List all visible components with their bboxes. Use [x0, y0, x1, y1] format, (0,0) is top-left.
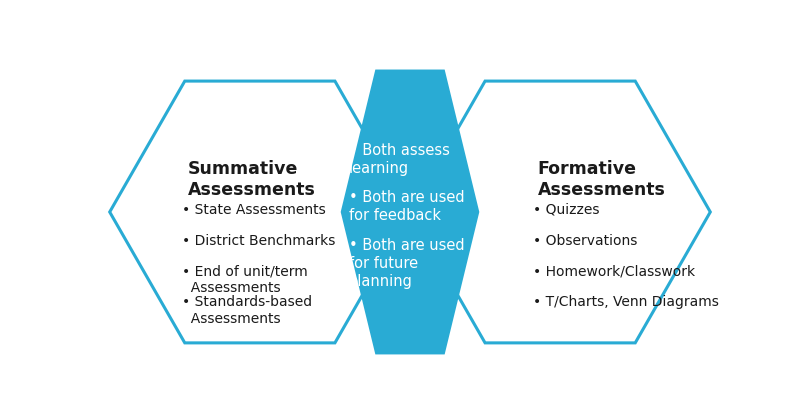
- Text: • Both are used
for feedback: • Both are used for feedback: [349, 190, 465, 223]
- Text: • Both are used
for future
planning: • Both are used for future planning: [349, 238, 465, 289]
- Text: • Homework/Classwork: • Homework/Classwork: [533, 264, 695, 278]
- Text: • T/Charts, Venn Diagrams: • T/Charts, Venn Diagrams: [533, 295, 719, 309]
- Polygon shape: [410, 81, 710, 343]
- Text: • District Benchmarks: • District Benchmarks: [182, 233, 335, 248]
- Text: • Quizzes: • Quizzes: [533, 203, 600, 217]
- Text: • State Assessments: • State Assessments: [182, 203, 326, 217]
- Polygon shape: [110, 81, 410, 343]
- Text: • End of unit/term
  Assessments: • End of unit/term Assessments: [182, 264, 307, 295]
- Text: Formative
Assessments: Formative Assessments: [538, 160, 666, 199]
- Text: Summative
Assessments: Summative Assessments: [188, 160, 316, 199]
- Polygon shape: [341, 70, 479, 354]
- Text: • Both assess
learning: • Both assess learning: [349, 143, 450, 176]
- Text: • Observations: • Observations: [533, 233, 638, 248]
- Text: • Standards-based
  Assessments: • Standards-based Assessments: [182, 295, 312, 326]
